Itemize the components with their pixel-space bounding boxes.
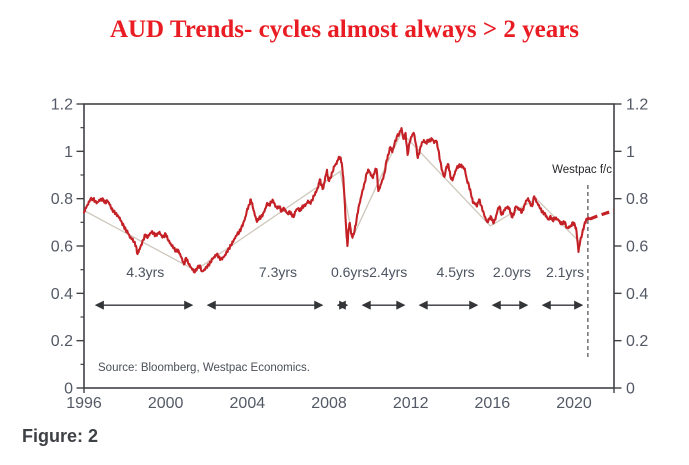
cycle-label: 2.4yrs — [369, 264, 407, 280]
y-axis-tick-label-right: 1.2 — [626, 97, 648, 114]
y-axis-tick-label-left: 0.6 — [51, 239, 73, 256]
aud-line — [82, 127, 591, 274]
y-axis-tick-label-right: 1 — [626, 144, 635, 161]
figure-caption: Figure: 2 — [22, 426, 99, 446]
cycle-label: 4.5yrs — [437, 264, 475, 280]
chart-title: AUD Trends- cycles almost always > 2 yea… — [109, 16, 580, 43]
cycle-label: 7.3yrs — [259, 264, 297, 280]
x-axis-tick-label: 2016 — [475, 395, 511, 412]
plot-border — [83, 103, 615, 389]
cycle-label: 2.1yrs — [546, 264, 584, 280]
cycle-label: 0.6yrs — [331, 264, 369, 280]
y-axis-tick-label-right: 0.6 — [626, 239, 648, 256]
chart-root: 0 0 0.2 0.2 0.4 0.4 0.6 0.6 0.8 0.8 1 1 1.2 1.2 1996 20… — [51, 97, 649, 413]
y-axis-tick-label-left: 0.2 — [51, 333, 73, 350]
y-axis-tick-label-left: 1.2 — [51, 97, 73, 114]
x-axis-tick-label: 1996 — [66, 395, 102, 412]
x-axis-tick-label: 2004 — [230, 395, 266, 412]
x-axis-tick-label: 2020 — [556, 395, 592, 412]
x-axis-tick-label: 2000 — [148, 395, 184, 412]
y-axis-tick-label-right: 0.2 — [626, 333, 648, 350]
forecast-label: Westpac f/c — [552, 164, 612, 176]
y-axis-tick-label-left: 0.4 — [51, 286, 73, 303]
y-axis-tick-label-left: 1 — [64, 144, 73, 161]
source-note: Source: Bloomberg, Westpac Economics. — [98, 362, 310, 374]
y-axis-tick-label-right: 0.4 — [626, 286, 648, 303]
cycle-label: 4.3yrs — [126, 264, 164, 280]
cycle-label: 2.0yrs — [493, 264, 531, 280]
y-axis-tick-label-right: 0 — [626, 381, 635, 398]
y-axis-tick-label-right: 0.8 — [626, 191, 648, 208]
forecast-dashed-line — [589, 208, 615, 221]
trend-line — [83, 131, 581, 272]
x-axis-tick-label: 2012 — [393, 395, 429, 412]
y-axis-tick-label-left: 0.8 — [51, 191, 73, 208]
x-axis-tick-label: 2008 — [311, 395, 347, 412]
y-axis-tick-label-left: 0 — [64, 381, 73, 398]
